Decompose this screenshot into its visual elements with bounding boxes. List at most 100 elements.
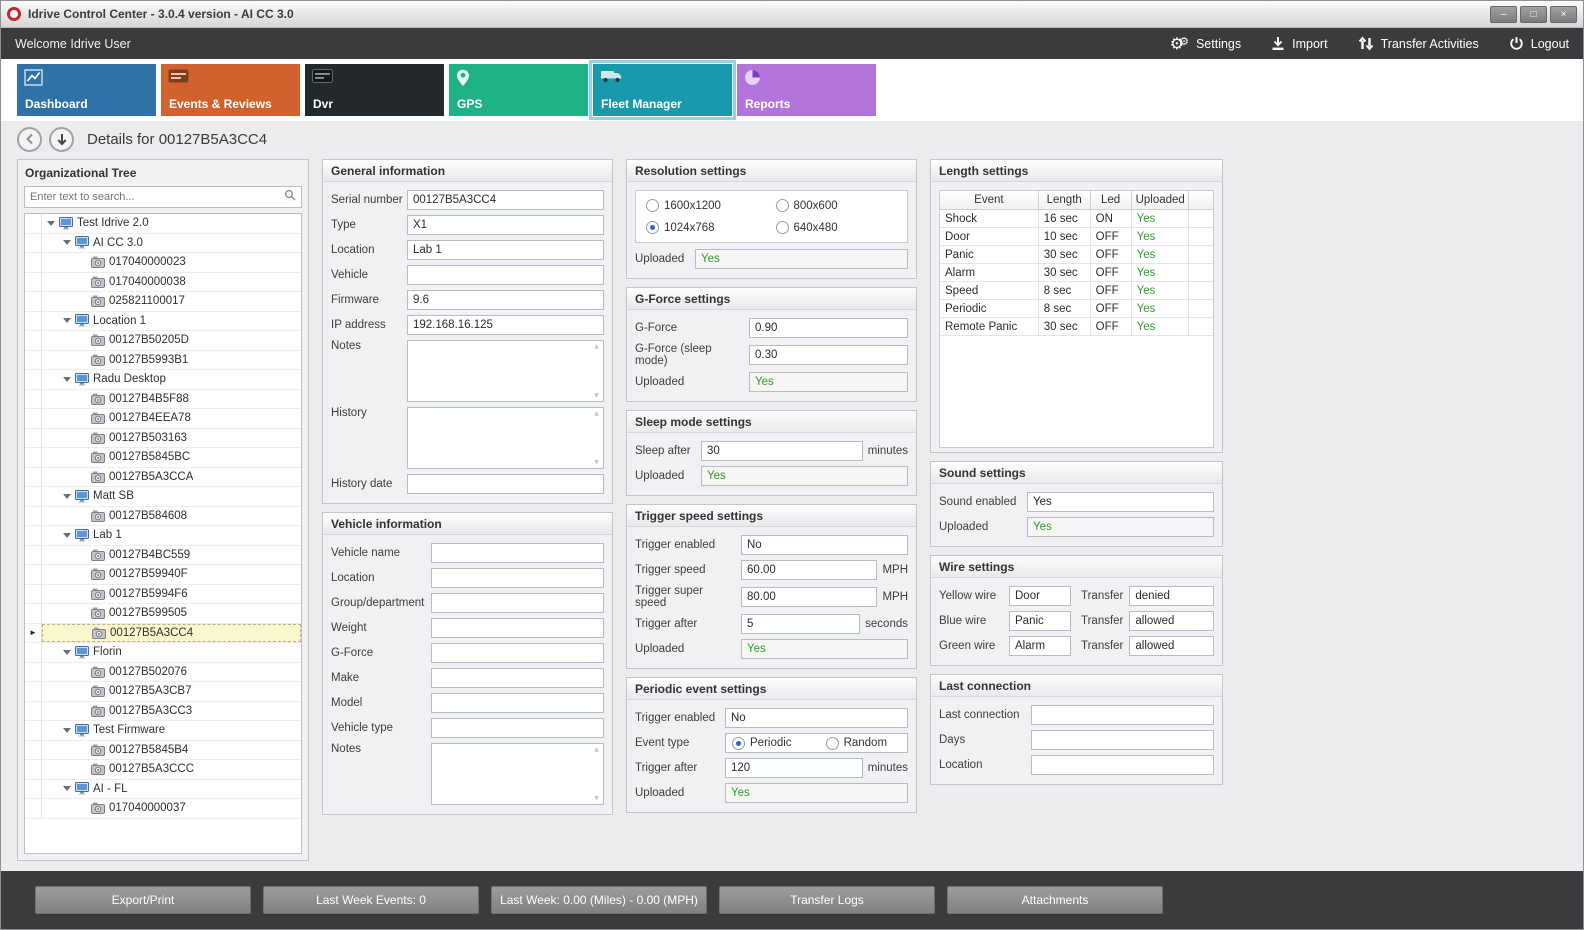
maximize-button[interactable]: □ xyxy=(1520,5,1547,23)
tree-item-florin[interactable]: Florin xyxy=(25,643,301,663)
field-value-g-force[interactable]: 0.90 xyxy=(749,318,908,338)
tab-dvr[interactable]: Dvr xyxy=(305,64,444,116)
tree-item-00127b4bc559[interactable]: 00127B4BC559 xyxy=(25,545,301,565)
bottom-button-export-print[interactable]: Export/Print xyxy=(35,886,251,914)
field-value-sound-enabled[interactable]: Yes xyxy=(1027,492,1214,512)
tab-fleet[interactable]: Fleet Manager xyxy=(589,60,736,120)
field-value-history[interactable]: ▲ ▼ xyxy=(407,407,604,469)
tree-item-00127b5a3cc4[interactable]: ► 00127B5A3CC4 xyxy=(25,623,301,643)
field-value-location[interactable] xyxy=(1031,755,1214,775)
search-input[interactable] xyxy=(30,191,284,203)
field-value-trigger-after[interactable]: 120 xyxy=(725,758,863,778)
tree-item-00127b503163[interactable]: 00127B503163 xyxy=(25,428,301,448)
field-value-days[interactable] xyxy=(1031,730,1214,750)
radio-640x480[interactable]: 640x480 xyxy=(775,221,898,234)
field-value-g-force-sleep-mode[interactable]: 0.30 xyxy=(749,345,908,365)
tab-reports[interactable]: Reports xyxy=(737,64,876,116)
table-row[interactable]: Alarm 30 sec OFF Yes xyxy=(940,263,1213,282)
field-value-model[interactable] xyxy=(431,693,604,713)
tree-item-00127b584608[interactable]: 00127B584608 xyxy=(25,506,301,526)
field-value-trigger-enabled[interactable]: No xyxy=(741,535,908,555)
field-value-notes[interactable]: ▲ ▼ xyxy=(431,743,604,805)
field-value-make[interactable] xyxy=(431,668,604,688)
field-value-location[interactable] xyxy=(431,568,604,588)
field-value-trigger-speed[interactable]: 60.00 xyxy=(741,560,878,580)
field-value-green-wire[interactable]: Alarm xyxy=(1009,636,1071,656)
expander-icon[interactable] xyxy=(62,316,71,325)
expander-icon[interactable] xyxy=(62,726,71,735)
field-value-trigger-after[interactable]: 5 xyxy=(741,614,861,634)
field-value-history-date[interactable] xyxy=(407,474,604,494)
tree-item-00127b599505[interactable]: 00127B599505 xyxy=(25,604,301,624)
field-value-weight[interactable] xyxy=(431,618,604,638)
expander-icon[interactable] xyxy=(46,219,55,228)
table-row[interactable]: Remote Panic 30 sec OFF Yes xyxy=(940,317,1213,336)
tree-item-ai-cc-3-0[interactable]: AI CC 3.0 xyxy=(25,233,301,253)
field-value-vehicle[interactable] xyxy=(407,265,604,285)
field-value-ip-address[interactable]: 192.168.16.125 xyxy=(407,315,604,335)
expander-icon[interactable] xyxy=(62,531,71,540)
tree-item-017040000037[interactable]: 017040000037 xyxy=(25,799,301,819)
tree-item-00127b5a3cca[interactable]: 00127B5A3CCA xyxy=(25,467,301,487)
field-value-blue-wire-transfer[interactable]: allowed xyxy=(1129,611,1214,631)
bottom-button-transfer-logs[interactable]: Transfer Logs xyxy=(719,886,935,914)
tree-item-00127b5a3ccc[interactable]: 00127B5A3CCC xyxy=(25,760,301,780)
radio-random[interactable]: Random xyxy=(825,736,887,750)
field-value-trigger-enabled[interactable]: No xyxy=(725,708,908,728)
field-value-vehicle-name[interactable] xyxy=(431,543,604,563)
back-button[interactable] xyxy=(17,126,42,152)
expander-icon[interactable] xyxy=(62,375,71,384)
tree-item-00127b4eea78[interactable]: 00127B4EEA78 xyxy=(25,409,301,429)
tree-item-00127b5993b1[interactable]: 00127B5993B1 xyxy=(25,350,301,370)
field-value-location[interactable]: Lab 1 xyxy=(407,240,604,260)
bottom-button-last-week-0-00-miles-0-00-mph[interactable]: Last Week: 0.00 (Miles) - 0.00 (MPH) xyxy=(491,886,707,914)
bottom-button-attachments[interactable]: Attachments xyxy=(947,886,1163,914)
radio-1024x768[interactable]: 1024x768 xyxy=(646,221,768,234)
tree-item-location-1[interactable]: Location 1 xyxy=(25,311,301,331)
tree-item-test-idrive-2-0[interactable]: Test Idrive 2.0 xyxy=(25,214,301,234)
toolbar-action-import[interactable]: Import xyxy=(1271,36,1328,51)
table-row[interactable]: Door 10 sec OFF Yes xyxy=(940,227,1213,246)
tree-item-test-firmware[interactable]: Test Firmware xyxy=(25,721,301,741)
radio-800x600[interactable]: 800x600 xyxy=(775,199,898,212)
tree-item-00127b5845bc[interactable]: 00127B5845BC xyxy=(25,448,301,468)
tab-gps[interactable]: GPS xyxy=(449,64,588,116)
toolbar-action-settings[interactable]: ⚙ ⚙ Settings xyxy=(1170,35,1241,52)
close-button[interactable]: × xyxy=(1550,5,1577,23)
tree-item-ai-fl[interactable]: AI - FL xyxy=(25,779,301,799)
field-value-yellow-wire-transfer[interactable]: denied xyxy=(1129,586,1214,606)
expander-icon[interactable] xyxy=(62,784,71,793)
bottom-button-last-week-events-0[interactable]: Last Week Events: 0 xyxy=(263,886,479,914)
radio-1600x1200[interactable]: 1600x1200 xyxy=(646,199,768,212)
table-row[interactable]: Shock 16 sec ON Yes xyxy=(940,209,1213,228)
expander-icon[interactable] xyxy=(62,648,71,657)
table-row[interactable]: Panic 30 sec OFF Yes xyxy=(940,245,1213,264)
tab-dashboard[interactable]: Dashboard xyxy=(17,64,156,116)
field-value-notes[interactable]: ▲ ▼ xyxy=(407,340,604,402)
tree-item-00127b5994f6[interactable]: 00127B5994F6 xyxy=(25,584,301,604)
field-value-last-connection[interactable] xyxy=(1031,705,1214,725)
field-value-group-department[interactable] xyxy=(431,593,604,613)
field-value-blue-wire[interactable]: Panic xyxy=(1009,611,1071,631)
field-value-yellow-wire[interactable]: Door xyxy=(1009,586,1071,606)
tree-item-017040000023[interactable]: 017040000023 xyxy=(25,253,301,273)
tree-item-matt-sb[interactable]: Matt SB xyxy=(25,487,301,507)
tree-item-025821100017[interactable]: 025821100017 xyxy=(25,292,301,312)
tree-item-00127b5845b4[interactable]: 00127B5845B4 xyxy=(25,740,301,760)
field-value-g-force[interactable] xyxy=(431,643,604,663)
toolbar-action-transfer[interactable]: Transfer Activities xyxy=(1358,36,1479,51)
tree-item-017040000038[interactable]: 017040000038 xyxy=(25,272,301,292)
field-value-serial-number[interactable]: 00127B5A3CC4 xyxy=(407,190,604,210)
tab-events[interactable]: Events & Reviews xyxy=(161,64,300,116)
tree-item-radu-desktop[interactable]: Radu Desktop xyxy=(25,370,301,390)
tree-item-00127b59940f[interactable]: 00127B59940F xyxy=(25,565,301,585)
field-value-type[interactable]: X1 xyxy=(407,215,604,235)
field-value-trigger-super-speed[interactable]: 80.00 xyxy=(741,587,878,607)
tree-item-00127b50205d[interactable]: 00127B50205D xyxy=(25,331,301,351)
tree-item-00127b4b5f88[interactable]: 00127B4B5F88 xyxy=(25,389,301,409)
field-value-vehicle-type[interactable] xyxy=(431,718,604,738)
tree-item-00127b502076[interactable]: 00127B502076 xyxy=(25,662,301,682)
field-value-green-wire-transfer[interactable]: allowed xyxy=(1129,636,1214,656)
minimize-button[interactable]: – xyxy=(1490,5,1517,23)
field-value-sleep-after[interactable]: 30 xyxy=(701,441,863,461)
